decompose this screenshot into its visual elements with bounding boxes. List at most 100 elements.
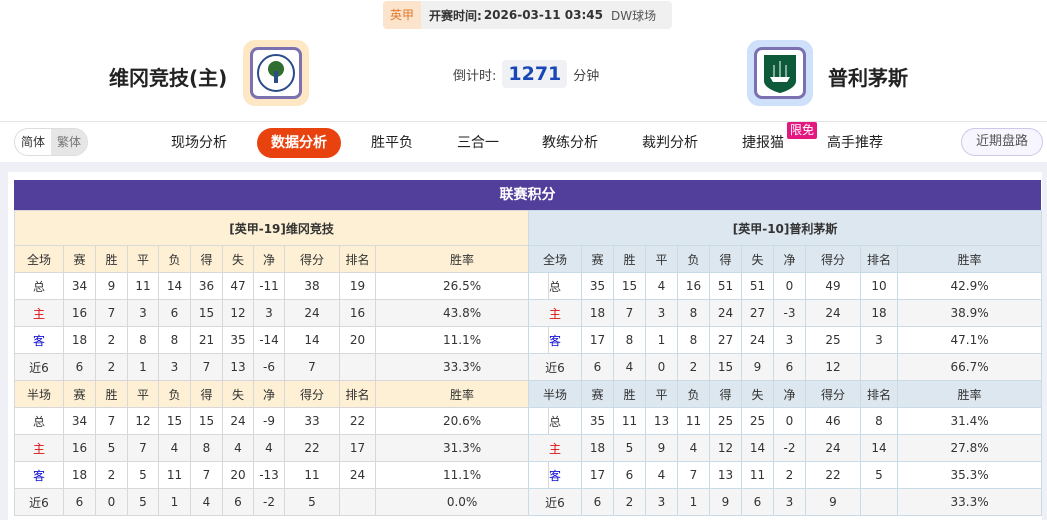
column-header: 净 [773,380,806,408]
cell: 18 [63,461,96,489]
league-badge[interactable]: 英甲 [383,1,422,29]
column-header: 失 [741,245,774,273]
tab-data-analysis[interactable]: 数据分析 [257,128,341,158]
cell: 5 [860,461,898,489]
cell: 4 [222,434,254,462]
cell: 5 [613,434,646,462]
cell: 35 [581,407,614,435]
column-header: 排名 [339,380,376,408]
cell: 0 [645,353,678,381]
cell: 0 [95,488,128,516]
cell: -14 [253,326,285,354]
cell: 11 [613,407,646,435]
cell: 4 [253,434,285,462]
cell: 2 [95,353,128,381]
lang-simplified[interactable]: 简体 [21,135,46,149]
tab-1x2[interactable]: 胜平负 [371,135,413,151]
cell: 8 [677,299,710,327]
cell: 11.1% [374,461,550,489]
cell: -9 [253,407,285,435]
away-team-name[interactable]: 普利茅斯 [828,66,908,90]
recent-trends-button[interactable]: 近期盘路 [961,128,1043,156]
column-header: 赛 [581,380,614,408]
cell: 6 [222,488,254,516]
cell: 3 [158,353,191,381]
column-header: 胜率 [374,380,550,408]
cell: 33.3% [374,353,550,381]
cell: 42.9% [896,272,1043,300]
cell: 18 [860,299,898,327]
tab-referee-analysis[interactable]: 裁判分析 [642,135,698,151]
lang-traditional[interactable]: 繁体 [51,129,88,155]
column-header: 得分 [284,380,340,408]
table-row: 主 18 5 9 4 12 14 -2 24 14 27.8% [528,434,1043,462]
row-label: 主 [14,299,64,327]
tab-jiebaomao[interactable]: 捷报猫 [742,135,784,151]
cell: 11 [127,272,159,300]
cell: 15 [709,353,742,381]
column-header: 得 [190,380,223,408]
table-row: 主 18 7 3 8 24 27 -3 24 18 38.9% [528,299,1043,327]
tab-live-analysis[interactable]: 现场分析 [171,135,227,151]
cell: 25 [741,407,774,435]
cell: 6 [741,488,774,516]
standings-title: 联赛积分 [14,180,1041,210]
cell: 18 [63,326,96,354]
row-label: 客 [14,461,64,489]
cell: 6 [63,488,96,516]
cell: 7 [190,353,223,381]
table-row: 客 18 2 8 8 21 35 -14 14 20 11.1% [14,326,550,354]
cell: 21 [190,326,223,354]
cell: 34 [63,407,96,435]
cell: 20 [339,326,376,354]
cell: 3 [127,299,159,327]
tab-coach-analysis[interactable]: 教练分析 [542,135,598,151]
cell [339,353,376,381]
column-header: 失 [222,245,254,273]
cell: 17 [581,326,614,354]
cell: 4 [613,353,646,381]
column-header: 失 [741,380,774,408]
countdown-unit: 分钟 [573,68,600,84]
column-header: 平 [645,380,678,408]
cell [860,488,898,516]
cell: 18 [581,299,614,327]
cell: 22 [284,434,340,462]
cell: 49 [805,272,861,300]
table-row: 近6 6 2 1 3 7 13 -6 7 33.3% [14,353,550,381]
cell: 33 [284,407,340,435]
cell: 19 [339,272,376,300]
language-toggle[interactable]: 简体 繁体 [14,128,89,156]
away-team-logo[interactable] [747,40,813,106]
cell: 24 [222,407,254,435]
cell: 66.7% [896,353,1043,381]
team-standing-header: [英甲-19]维冈竞技 [13,210,550,246]
home-team-logo[interactable] [243,40,309,106]
row-label: 客 [528,326,582,354]
column-header: 得分 [284,245,340,273]
tab-three-in-one[interactable]: 三合一 [457,135,499,151]
cell: 24 [709,299,742,327]
column-header: 胜 [613,245,646,273]
cell: 4 [677,434,710,462]
cell: 12 [222,299,254,327]
cell: 38 [284,272,340,300]
cell: 11 [741,461,774,489]
match-info-bar: 英甲 开赛时间: 2026-03-11 03:45 DW球场 [383,1,672,29]
home-team-name[interactable]: 维冈竞技(主) [109,66,228,90]
cell: 15 [613,272,646,300]
table-row: 近6 6 0 5 1 4 6 -2 5 0.0% [14,488,550,516]
cell: 4 [190,488,223,516]
row-label: 主 [528,434,582,462]
tab-expert-picks[interactable]: 高手推荐 [827,135,883,151]
cell: 15 [158,407,191,435]
cell: 33.3% [896,488,1043,516]
table-row: 客 17 8 1 8 27 24 3 25 3 47.1% [528,326,1043,354]
cell: 2 [95,461,128,489]
column-header: 半场 [14,380,64,408]
column-header-row: 半场赛胜平负得失净得分 排名 胜率 [528,380,1043,408]
cell: 15 [190,299,223,327]
cell: 9 [95,272,128,300]
column-header: 胜率 [896,380,1043,408]
cell: 12 [709,434,742,462]
